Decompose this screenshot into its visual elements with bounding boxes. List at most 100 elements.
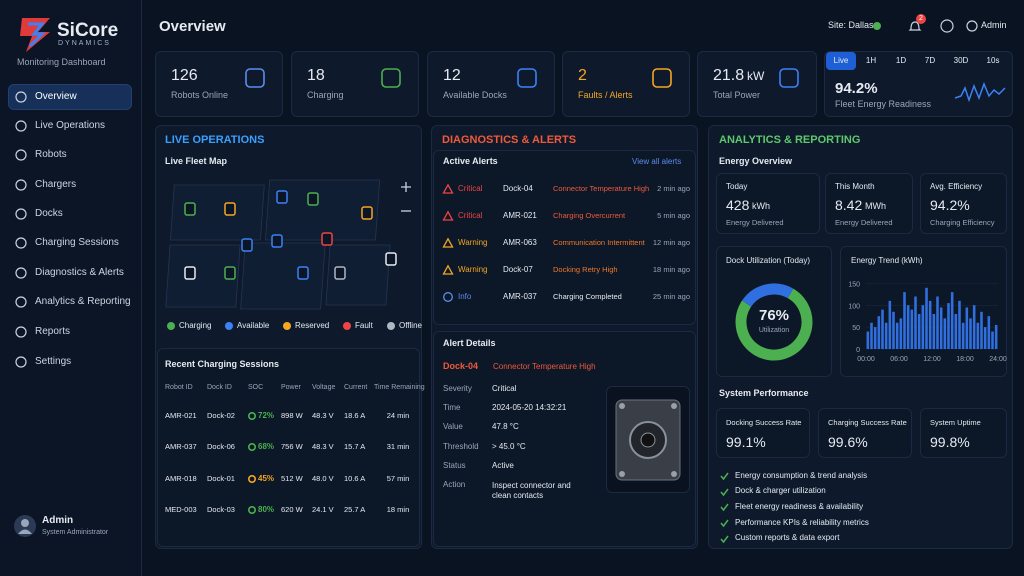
range-option[interactable]: Live	[833, 55, 849, 65]
range-option[interactable]: 7D	[924, 55, 936, 65]
page-title: Overview	[159, 17, 226, 35]
alert-icon	[442, 210, 454, 221]
bar	[888, 300, 892, 349]
y-tick-label: 100	[848, 303, 860, 310]
panel-title: ANALYTICS & REPORTING	[719, 133, 861, 146]
connector-pin	[640, 432, 656, 448]
legend-label: Charging	[179, 320, 212, 330]
readiness-label: Fleet Energy Readiness	[835, 99, 932, 110]
nav-item[interactable]: Robots	[35, 148, 67, 160]
kpi-icon	[652, 68, 672, 88]
kpi-value: 12	[443, 67, 461, 85]
check-icon	[720, 519, 729, 528]
x-tick-label: 12:00	[923, 356, 941, 363]
bar	[921, 305, 925, 349]
soc-value: 80%	[258, 504, 275, 514]
view-all[interactable]: View all alerts	[632, 156, 682, 166]
alert-message: Communication Intermittent	[553, 237, 645, 247]
bar	[947, 303, 950, 349]
map-zone	[325, 244, 391, 306]
table-cell: Dock-01	[207, 473, 235, 483]
nav-item[interactable]: Docks	[35, 207, 63, 219]
help	[940, 19, 954, 33]
nav-item[interactable]: Diagnostics & Alerts	[35, 266, 124, 278]
map-robot	[184, 266, 196, 280]
alert-level: Critical	[458, 210, 483, 220]
nav-icon	[15, 356, 27, 368]
legend-dot	[343, 322, 351, 330]
info-icon	[443, 292, 453, 302]
legend-label: Reserved	[295, 320, 330, 330]
soc-icon	[247, 474, 257, 484]
user-role: System Administrator	[42, 529, 109, 537]
energy-card	[716, 173, 820, 234]
bar	[991, 331, 994, 349]
alert-time: 12 min ago	[652, 237, 690, 247]
kpi-icon-shape	[652, 68, 672, 88]
site-status	[873, 22, 881, 30]
kpi-value: 21.8	[713, 67, 745, 85]
nav-icon-shape	[15, 91, 27, 103]
bar	[866, 331, 870, 349]
check	[720, 503, 729, 512]
alert-level: Critical	[458, 183, 483, 193]
feature-item: Performance KPIs & reliability metrics	[735, 517, 869, 527]
notif-count[interactable]: 2	[919, 15, 923, 23]
map-robot	[224, 202, 236, 216]
legend-label: Available	[237, 320, 270, 330]
range-option[interactable]: 1D	[895, 55, 907, 65]
feature-item: Custom reports & data export	[735, 533, 840, 543]
map-robot	[334, 266, 346, 280]
nav-icon	[15, 296, 27, 308]
range-option[interactable]: 30D	[953, 55, 969, 65]
connector-bolt	[619, 471, 625, 477]
bar	[987, 316, 991, 349]
performance-label: Docking Success Rate	[726, 417, 802, 427]
alert-icon	[442, 237, 454, 248]
nav-item[interactable]: Settings	[35, 355, 72, 367]
energy-value: 428	[726, 197, 750, 214]
table-cell: AMR-037	[165, 441, 197, 451]
soc-value: 72%	[258, 410, 275, 420]
check	[720, 535, 729, 544]
bar	[972, 305, 976, 349]
nav-item[interactable]: Charging Sessions	[35, 236, 119, 248]
table-cell: 756 W	[281, 441, 303, 451]
nav-item[interactable]: Chargers	[35, 178, 77, 190]
warning-icon	[442, 264, 454, 275]
bar	[892, 311, 895, 349]
table-cell: 31 min	[386, 441, 410, 451]
bar	[965, 307, 969, 349]
range-option[interactable]: 1H	[865, 55, 877, 65]
donut-title: Dock Utilization (Today)	[726, 255, 811, 265]
bar	[925, 287, 928, 349]
soc-value: 45%	[258, 473, 275, 483]
range-option[interactable]: 10s	[986, 55, 1000, 65]
bar	[903, 292, 906, 349]
nav-icon-shape	[15, 296, 27, 308]
nav-item[interactable]: Live Operations	[35, 119, 106, 131]
bar	[950, 292, 954, 349]
alert-message: Charging Overcurrent	[553, 210, 626, 220]
kpi-icon	[517, 68, 537, 88]
table-cell: 25.7 A	[344, 504, 366, 514]
kpi-label: Total Power	[713, 90, 761, 101]
bar	[939, 307, 943, 349]
nav-icon-shape	[15, 267, 27, 279]
kpi-card	[155, 51, 283, 117]
alert-message: Charging Completed	[553, 291, 622, 301]
bar	[932, 314, 936, 349]
donut-chart	[735, 283, 813, 361]
legend-label: Offline	[399, 320, 422, 330]
nav-item[interactable]: Analytics & Reporting	[35, 295, 131, 307]
nav-item[interactable]: Reports	[35, 325, 71, 337]
table-cell: Dock-02	[207, 410, 235, 420]
header-user[interactable]: Admin	[981, 20, 1007, 31]
map-robot	[385, 252, 397, 266]
alert-id: AMR-037	[503, 291, 537, 301]
bar	[906, 305, 910, 349]
alert-time: 18 min ago	[652, 264, 690, 274]
bar	[980, 311, 983, 349]
nav-icon	[15, 267, 27, 279]
nav-item[interactable]: Overview	[35, 90, 77, 102]
